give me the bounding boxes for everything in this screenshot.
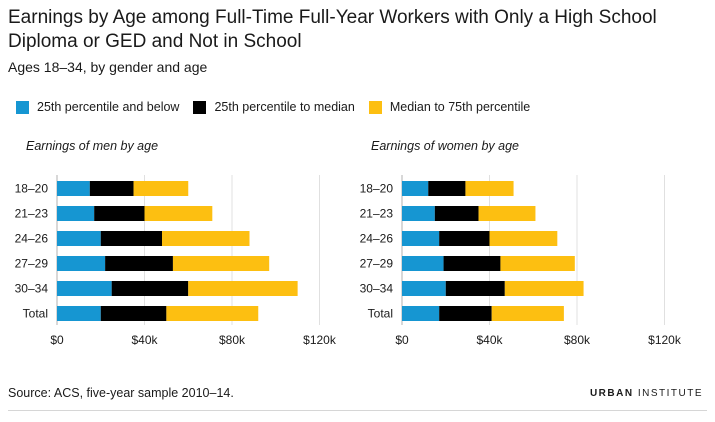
women-category-label: 21–23 xyxy=(360,207,394,221)
women-x-tick-label: $0 xyxy=(395,333,409,347)
chart-subtitle: Ages 18–34, by gender and age xyxy=(8,59,208,75)
men-panel-title: Earnings of men by age xyxy=(26,139,159,153)
legend-item: 25th percentile and below xyxy=(16,100,179,114)
women-bar-segment xyxy=(504,281,584,296)
legend-swatch xyxy=(193,100,207,114)
women-category-label: Total xyxy=(368,307,393,321)
legend-swatch xyxy=(368,100,382,114)
men-bar-segment xyxy=(94,206,145,221)
men-x-tick-label: $40k xyxy=(131,333,158,347)
men-bar-segment xyxy=(188,281,298,296)
chart-title: Earnings by Age among Full-Time Full-Yea… xyxy=(8,7,657,52)
women-bar-segment xyxy=(465,181,514,196)
women-bar-segment xyxy=(402,281,446,296)
women-category-label: 24–26 xyxy=(360,232,394,246)
legend: 25th percentile and below 25th percentil… xyxy=(16,98,544,116)
legend-swatch xyxy=(16,100,29,114)
men-bar-segment xyxy=(100,306,167,321)
men-bar-segment xyxy=(57,231,101,246)
legend-item: Median to 75th percentile xyxy=(368,100,531,114)
brand-part2: INSTITUTE xyxy=(633,388,703,399)
men-category-label: 30–34 xyxy=(15,282,49,296)
men-category-label: 21–23 xyxy=(15,207,49,221)
chart-area: $0 $40k $80k $120k 18–20 21–23 24–26 27–29 30–34… xyxy=(15,175,682,347)
men-category-label: 24–26 xyxy=(15,232,49,246)
women-bar-segment xyxy=(439,306,492,321)
men-bar-segment xyxy=(100,231,162,246)
men-x-tick-label: $0 xyxy=(50,333,64,347)
women-bar-segment xyxy=(428,181,466,196)
women-bar-segment xyxy=(402,206,435,221)
men-bar-segment xyxy=(144,206,213,221)
women-bar-segment xyxy=(478,206,536,221)
women-bar-segment xyxy=(445,281,505,296)
women-x-tick-label: $80k xyxy=(564,333,591,347)
women-bar-segment xyxy=(434,206,479,221)
men-bar-segment xyxy=(162,231,250,246)
women-panel-title: Earnings of women by age xyxy=(371,139,520,153)
brand-part1: URBAN xyxy=(589,388,634,399)
brand-logo: URBAN INSTITUTE xyxy=(590,388,703,399)
men-category-label: 27–29 xyxy=(15,257,49,271)
men-bar-segment xyxy=(57,206,95,221)
men-bar-segment xyxy=(57,306,101,321)
women-category-label: 18–20 xyxy=(360,182,394,196)
women-bar-segment xyxy=(500,256,575,271)
women-bar-segment xyxy=(402,181,429,196)
men-bar-segment xyxy=(166,306,259,321)
women-bar-segment xyxy=(489,231,558,246)
women-x-tick-label: $40k xyxy=(476,333,503,347)
men-bar-segment xyxy=(57,181,90,196)
women-bar-segment xyxy=(402,306,440,321)
legend-label: 25th percentile to median xyxy=(214,100,355,114)
men-x-tick-label: $80k xyxy=(219,333,246,347)
legend-label: 25th percentile and below xyxy=(37,100,180,114)
footer-divider xyxy=(8,410,707,411)
men-bar-segment xyxy=(133,181,189,196)
women-x-tick-label: $120k xyxy=(648,333,682,347)
legend-label: Median to 75th percentile xyxy=(389,100,531,114)
men-x-tick-label: $120k xyxy=(303,333,337,347)
men-category-label: 18–20 xyxy=(15,182,49,196)
men-bar-segment xyxy=(57,281,112,296)
legend-item: 25th percentile to median xyxy=(193,100,355,114)
women-bar-segment xyxy=(491,306,564,321)
women-bar-segment xyxy=(402,256,444,271)
men-bar-segment xyxy=(111,281,189,296)
women-bar-segment xyxy=(402,231,440,246)
women-category-label: 27–29 xyxy=(360,257,394,271)
men-category-label: Total xyxy=(23,307,48,321)
women-bar-segment xyxy=(439,231,490,246)
men-bar-segment xyxy=(57,256,106,271)
women-category-label: 30–34 xyxy=(360,282,394,296)
men-bar-segment xyxy=(105,256,173,271)
men-bar-segment xyxy=(89,181,134,196)
women-bar-segment xyxy=(443,256,501,271)
men-bar-segment xyxy=(172,256,270,271)
source-note: Source: ACS, five-year sample 2010–14. xyxy=(8,386,234,400)
